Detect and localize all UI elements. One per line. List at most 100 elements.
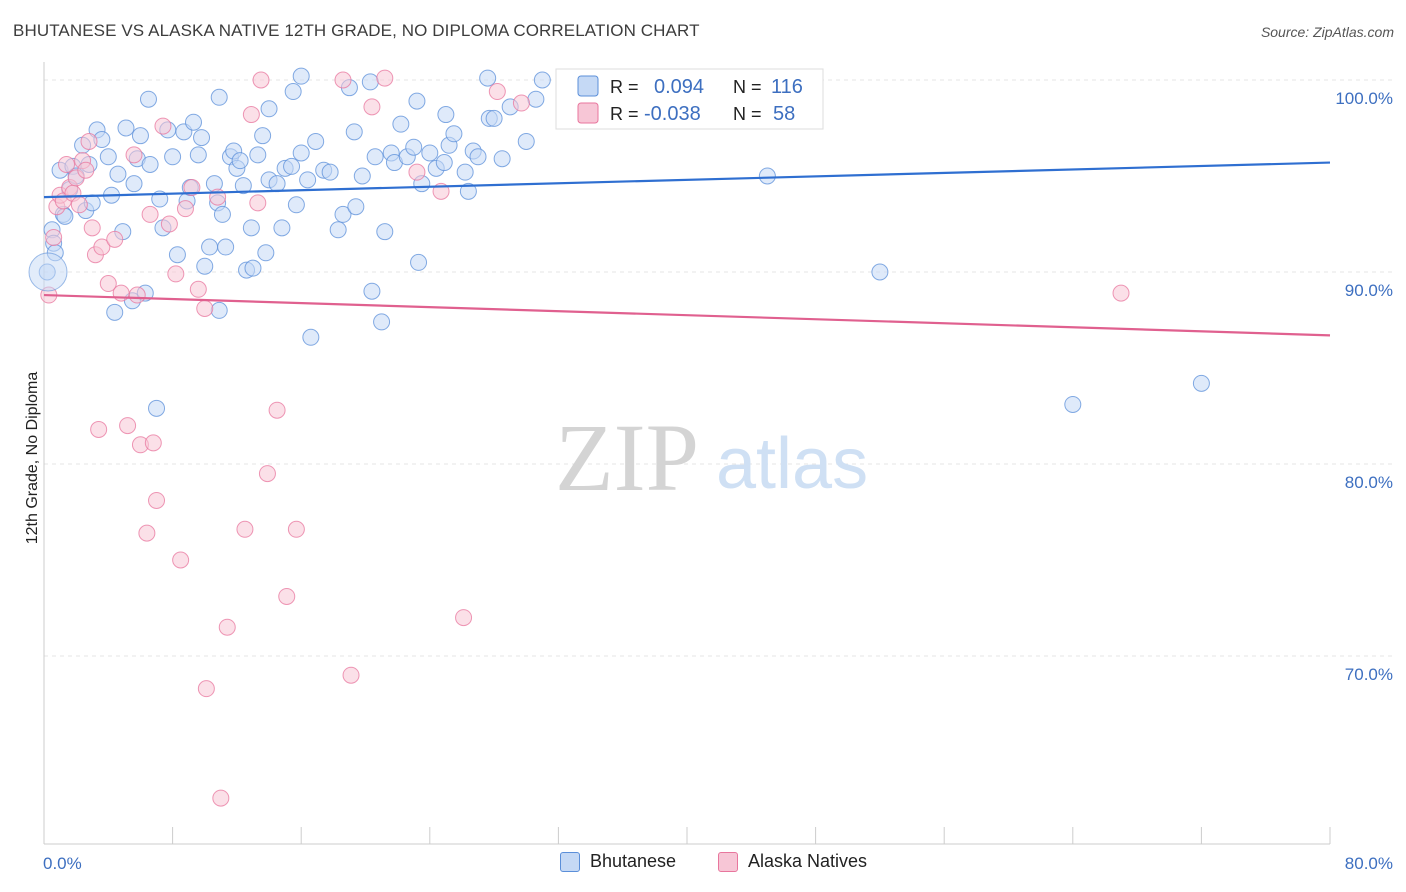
bhutanese-point [260,100,278,118]
bhutanese-point [125,175,143,193]
y-tick-label: 80.0% [1345,473,1393,492]
legend-n-label-1: N = [733,77,762,97]
bhutanese-point [193,129,211,147]
alaska-natives-point [258,465,276,483]
alaska-natives-point [125,146,143,164]
trend-lines [43,161,1331,337]
data-points [28,67,1210,807]
alaska-natives-point [80,132,98,150]
legend-n-value-1: 116 [771,76,803,98]
alaska-natives-point [488,83,506,101]
alaska-natives-point [268,401,286,419]
bhutanese-point [527,90,545,108]
alaska-natives-point [58,155,76,173]
bhutanese-point [254,127,272,145]
bhutanese-point [213,205,231,223]
source-label: Source: ZipAtlas.com [1260,24,1394,40]
bhutanese-point [148,399,166,417]
legend-swatch-icon [718,851,738,872]
alaska-natives-point [148,491,166,509]
bhutanese-point [242,219,260,237]
bhutanese-point [249,146,267,164]
alaska-natives-point [128,286,146,304]
bhutanese-point [421,144,439,162]
alaska-natives-point [167,265,185,283]
bhutanese-point [139,90,157,108]
bhutanese-point [99,148,117,166]
y-tick-labels: 100.0% 90.0% 80.0% 70.0% [1335,89,1393,684]
legend-r-value-2: -0.038 [644,103,701,125]
bhutanese-point [1064,395,1082,413]
bhutanese-point [405,138,423,156]
bhutanese-point [184,113,202,131]
alaska-natives-point [342,666,360,684]
legend-r-label-1: R = [610,77,639,97]
alaska-natives-point [138,524,156,542]
bhutanese-point [210,88,228,106]
alaska-natives-point [160,215,178,233]
alaska-natives-point [90,420,108,438]
alaska-natives-point [218,618,236,636]
bhutanese-point [445,125,463,143]
watermark-atlas: atlas [716,424,868,504]
alaska-natives-point [408,163,426,181]
bhutanese-point [493,150,511,168]
legend-label: Alaska Natives [748,851,868,871]
bhutanese-point [361,73,379,91]
alaska-natives-point [99,275,117,293]
bhutanese-point [307,132,325,150]
bhutanese-point [347,198,365,216]
watermark: ZIP atlas [555,404,868,511]
bhutanese-point [533,71,551,89]
x-tick-label-max: 80.0% [1345,854,1393,873]
bhutanese-point [353,167,371,185]
alaska-natives-point [196,299,214,317]
bhutanese-point [871,263,889,281]
bhutanese-point [485,109,503,127]
legend-r-label-2: R = [610,104,639,124]
bhutanese-point [283,157,301,175]
bhutanese-point [435,154,453,172]
alaska-natives-point [197,680,215,698]
bhutanese-point [410,253,428,271]
legend-item-bhutanese[interactable]: Bhutanese [560,851,676,872]
bhutanese-point [210,301,228,319]
y-axis-title: 12th Grade, No Diploma [24,372,41,545]
alaska-natives-point [83,219,101,237]
alaska-natives-point [106,230,124,248]
y-tick-label: 90.0% [1345,281,1393,300]
legend-n-label-2: N = [733,104,762,124]
chart-title: BHUTANESE VS ALASKA NATIVE 12TH GRADE, N… [13,21,700,40]
bhutanese-point [366,148,384,166]
bhutanese-point [517,132,535,150]
bhutanese-point [363,282,381,300]
alaska-natives-point [183,179,201,197]
alaska-natives-point [334,71,352,89]
alaska-natives-point [242,106,260,124]
legend-item-alaska-natives[interactable]: Alaska Natives [718,851,867,872]
alaska-natives-point [212,789,230,807]
bhutanese-point [201,238,219,256]
bhutanese-point [376,223,394,241]
alaska-natives-point [45,228,63,246]
legend-r-value-1: 0.094 [654,76,704,98]
alaska-natives-point [70,196,88,214]
bhutanese-point [302,328,320,346]
bhutanese-point [231,152,249,170]
bhutanese-point [373,313,391,331]
bhutanese-point [345,123,363,141]
alaska-natives-point [172,551,190,569]
bhutanese-point [299,171,317,189]
bhutanese-point [758,167,776,185]
alaska-natives-point [249,194,267,212]
bhutanese-point [437,106,455,124]
bhutanese-point [292,144,310,162]
bhutanese-point [408,92,426,110]
legend-label: Bhutanese [590,851,677,871]
alaska-natives-point [287,520,305,538]
bhutanese-point [131,127,149,145]
bhutanese-point [141,155,159,173]
alaska-natives-point [363,98,381,116]
alaska-natives-point [252,71,270,89]
bhutanese-point [106,303,124,321]
